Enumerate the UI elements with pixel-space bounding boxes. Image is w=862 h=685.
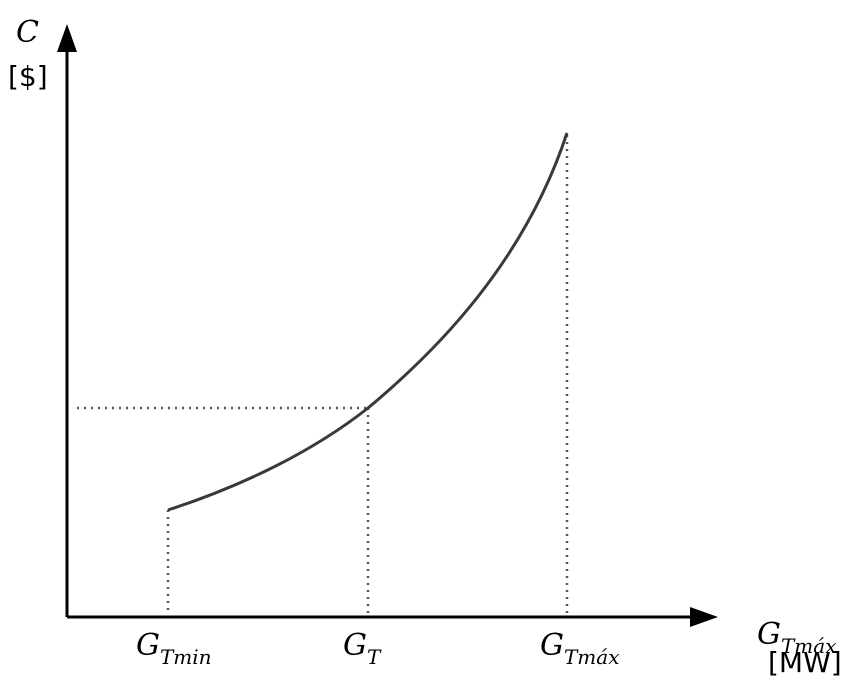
x-axis-symbol-main: G	[757, 617, 781, 652]
y-axis-unit: [$]	[8, 60, 48, 93]
tick-label-gt: GT	[343, 628, 382, 669]
tick-label-gtmin: GTmin	[136, 628, 212, 669]
cost-curve	[167, 132, 569, 512]
x-axis-arrowhead	[690, 607, 718, 627]
y-axis-arrowhead	[57, 24, 77, 52]
y-axis-symbol: C	[16, 15, 39, 50]
x-axis-symbol-sub: Tmáx	[781, 634, 837, 658]
tick-label-gtmax: GTmáx	[540, 628, 619, 669]
x-axis-symbol: GTmáx	[757, 617, 836, 658]
x-axis-unit: [MW]	[768, 646, 842, 679]
